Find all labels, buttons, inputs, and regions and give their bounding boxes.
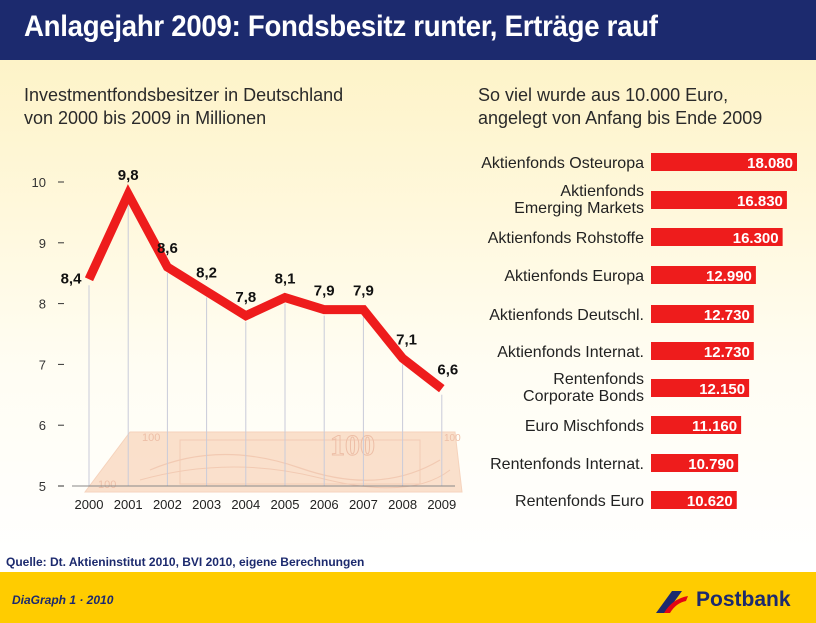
logo-stripe-icon <box>664 596 688 613</box>
bar <box>651 153 797 171</box>
category-label: Aktienfonds Osteuropa <box>481 155 644 172</box>
category-label: Rentenfonds Internat. <box>490 456 644 473</box>
data-label: 7,1 <box>396 331 417 348</box>
line-chart-subtitle-line2: von 2000 bis 2009 in Millionen <box>24 108 267 128</box>
data-label: 9,8 <box>118 167 139 184</box>
line-chart: 5 6 7 8 9 10 8,4 2000 9,8 2001 8,6 2002 8,2 2003 7,8 20… <box>32 167 459 512</box>
footer-bar <box>0 572 816 623</box>
data-label: 7,9 <box>353 283 374 300</box>
bar <box>651 379 750 397</box>
x-tick-label: 2008 <box>388 497 417 512</box>
bar <box>651 305 754 323</box>
category-label: Rentenfonds <box>553 371 644 388</box>
line-chart-subtitle: Investmentfondsbesitzer in Deutschland v… <box>24 84 343 130</box>
bar <box>651 416 742 434</box>
brand-name: Postbank <box>696 588 791 611</box>
svg-text:100: 100 <box>142 432 160 444</box>
bar-value-label: 10.790 <box>688 456 734 473</box>
bar-value-label: 12.730 <box>704 344 750 361</box>
diagraph-label: DiaGraph 1 · 2010 <box>12 593 114 607</box>
source-note: Quelle: Dt. Aktieninstitut 2010, BVI 201… <box>6 555 365 569</box>
data-label: 7,8 <box>235 289 256 306</box>
category-label: Aktienfonds Internat. <box>497 344 644 361</box>
svg-text:100: 100 <box>330 429 375 462</box>
x-tick-label: 2007 <box>349 497 378 512</box>
bar-value-label: 16.830 <box>737 193 783 210</box>
bar-value-label: 16.300 <box>733 230 779 247</box>
category-label: Aktienfonds Deutschl. <box>489 307 644 324</box>
y-tick-label: 7 <box>39 357 46 372</box>
category-label: Aktienfonds <box>560 183 644 200</box>
bar-chart-subtitle-line2: angelegt von Anfang bis Ende 2009 <box>478 108 763 128</box>
y-tick-label: 9 <box>39 236 46 251</box>
bar <box>651 228 783 246</box>
svg-text:100: 100 <box>444 433 461 444</box>
data-label: 8,1 <box>275 271 296 288</box>
bar-value-label: 12.990 <box>706 268 752 285</box>
bar <box>651 454 739 472</box>
y-tick-label: 6 <box>39 418 46 433</box>
x-tick-label: 2002 <box>153 497 182 512</box>
bar-value-label: 12.150 <box>699 381 745 398</box>
bar-value-label: 18.080 <box>747 155 793 172</box>
banknote-illustration: 100 100 100 100 <box>84 429 463 493</box>
category-label: Emerging Markets <box>514 200 644 217</box>
bar <box>651 491 737 509</box>
category-label: Corporate Bonds <box>523 388 644 405</box>
bar-chart: 18.080 Aktienfonds Osteuropa 16.830 Aktienf… <box>481 153 797 510</box>
x-tick-label: 2001 <box>114 497 143 512</box>
data-label: 6,6 <box>437 362 458 379</box>
bar <box>651 266 756 284</box>
y-tick-label: 5 <box>39 479 46 494</box>
logo-mark-icon <box>656 591 682 613</box>
x-tick-label: 2003 <box>192 497 221 512</box>
line-chart-subtitle-line1: Investmentfondsbesitzer in Deutschland <box>24 85 344 105</box>
x-tick-label: 2009 <box>427 497 456 512</box>
category-label: Euro Mischfonds <box>525 418 644 435</box>
y-tick-label: 10 <box>32 175 46 190</box>
data-label: 8,6 <box>157 240 178 257</box>
charts-canvas: 100 100 100 100 5 6 7 8 9 10 8,4 2000 9,8 2001 8,6… <box>32 153 797 512</box>
data-label: 8,4 <box>61 270 83 287</box>
x-tick-label: 2006 <box>310 497 339 512</box>
bar-value-label: 11.160 <box>692 418 737 435</box>
bar-value-label: 10.620 <box>687 493 733 510</box>
category-label: Rentenfonds Euro <box>515 493 644 510</box>
bar <box>651 191 787 209</box>
bar <box>651 342 754 360</box>
bar-chart-subtitle: So viel wurde aus 10.000 Euro, angelegt … <box>478 84 762 130</box>
postbank-logo <box>656 591 688 613</box>
x-tick-label: 2005 <box>271 497 300 512</box>
title-bar <box>0 0 816 60</box>
category-label: Aktienfonds Rohstoffe <box>488 230 644 247</box>
data-label: 8,2 <box>196 264 217 281</box>
page-title: Anlagejahr 2009: Fondsbesitz runter, Ert… <box>24 10 658 43</box>
data-label: 7,9 <box>314 283 335 300</box>
x-tick-label: 2000 <box>75 497 104 512</box>
bar-value-label: 12.730 <box>704 307 750 324</box>
bar-chart-subtitle-line1: So viel wurde aus 10.000 Euro, <box>478 85 729 105</box>
x-tick-label: 2004 <box>231 497 260 512</box>
svg-text:100: 100 <box>98 479 116 491</box>
y-tick-label: 8 <box>39 297 46 312</box>
series-line <box>84 184 445 393</box>
category-label: Aktienfonds Europa <box>504 268 644 285</box>
